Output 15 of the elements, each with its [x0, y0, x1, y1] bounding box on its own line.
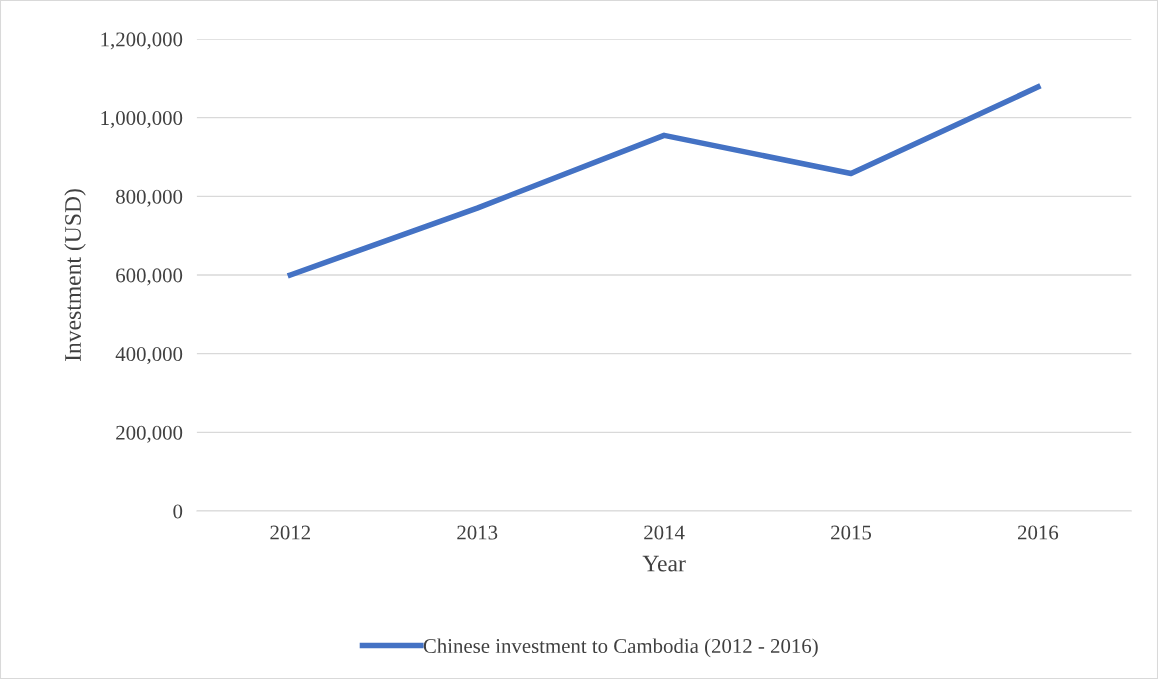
y-tick-label: 1,000,000 [101, 111, 183, 129]
legend-label: Chinese investment to Cambodia (2012 - 2016) [423, 638, 818, 658]
x-tick-label: 2014 [644, 525, 685, 540]
y-tick-label: 200,000 [116, 425, 183, 443]
x-tick-label: 2016 [1018, 525, 1059, 540]
x-tick-label: 2013 [457, 525, 498, 540]
x-tick-label: 2015 [831, 525, 872, 540]
x-axis-title: Year [642, 555, 686, 572]
y-tick-label: 0 [173, 504, 183, 519]
y-tick-label: 1,200,000 [101, 32, 183, 50]
y-tick-label: 400,000 [115, 347, 183, 365]
y-tick-label: 800,000 [116, 189, 183, 207]
y-tick-label: 600,000 [116, 268, 183, 286]
y-axis-title: Investment (USD) [64, 189, 86, 362]
x-tick-label: 2012 [270, 525, 310, 540]
